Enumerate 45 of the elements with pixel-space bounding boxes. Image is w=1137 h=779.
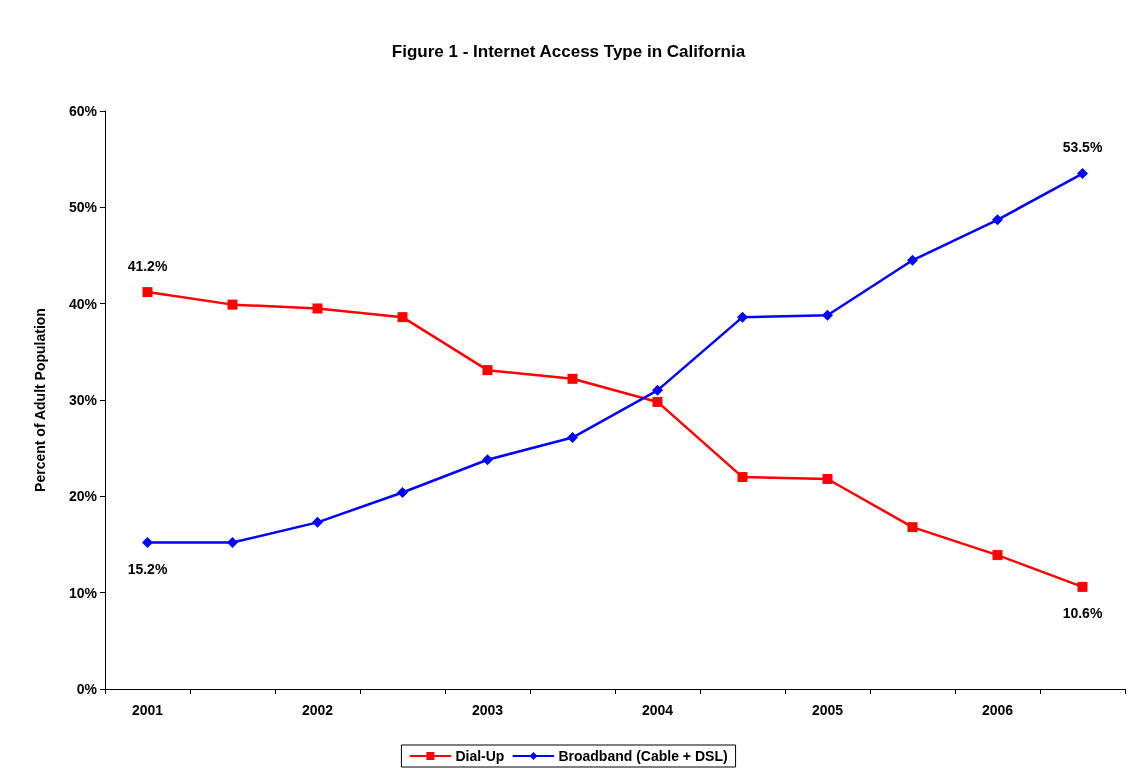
y-tick-label: 20% [68, 488, 98, 505]
y-tick-label: 40% [68, 295, 98, 312]
y-axis-title: Percent of Adult Population [32, 308, 48, 492]
point [907, 522, 918, 533]
y-tick-label: 0% [76, 681, 98, 697]
y-tick-label: 10% [68, 584, 98, 601]
x-tick-label: 2005 [811, 702, 844, 718]
data-label: 41.2% [127, 258, 168, 275]
point [822, 309, 833, 321]
data-label: 15.2% [127, 561, 168, 578]
point [1077, 168, 1088, 180]
y-tick-label: 60% [68, 103, 98, 119]
point [142, 287, 153, 298]
point [312, 303, 323, 314]
point [652, 396, 663, 407]
x-tick-label: 2001 [131, 702, 164, 718]
x-tick-label: 2002 [301, 702, 334, 718]
point [142, 537, 153, 549]
x-tick-label: 2004 [641, 702, 674, 718]
point [482, 365, 493, 376]
point [567, 373, 578, 384]
point [312, 516, 323, 528]
point [482, 454, 493, 466]
point [737, 472, 748, 483]
chart-title: Figure 1 - Internet Access Type in California [391, 42, 746, 61]
point [992, 550, 1003, 561]
point [397, 486, 408, 498]
y-tick-label: 50% [68, 199, 98, 216]
point [992, 214, 1003, 226]
legend-label: Dial-Up [455, 748, 505, 764]
y-tick-label: 30% [68, 392, 98, 408]
data-label: 10.6% [1062, 604, 1103, 621]
point [822, 473, 833, 484]
point [567, 432, 578, 444]
point [227, 299, 238, 310]
point [1077, 581, 1088, 592]
data-label: 53.5% [1062, 139, 1103, 156]
legend-label: Broadband (Cable + DSL) [558, 748, 728, 764]
x-tick-label: 2003 [471, 702, 504, 718]
x-tick-label: 2006 [981, 702, 1014, 718]
point [227, 537, 238, 549]
point [907, 254, 918, 266]
point [652, 384, 663, 396]
point [737, 311, 748, 323]
point [397, 312, 408, 323]
